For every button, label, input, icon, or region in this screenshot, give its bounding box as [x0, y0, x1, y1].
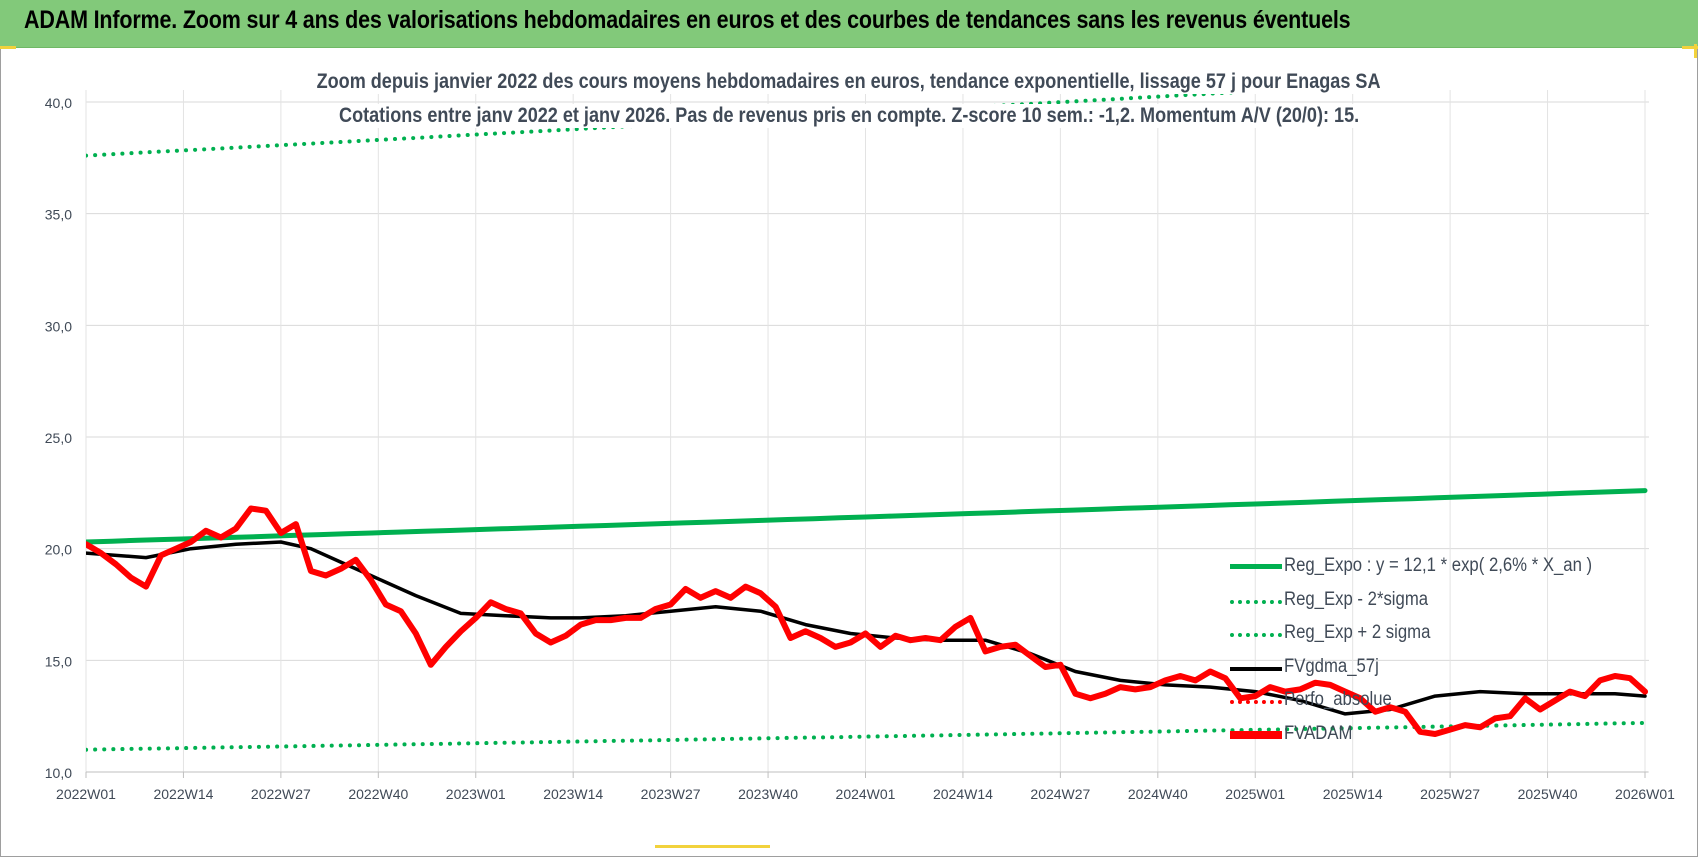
chart-subtitle-line-2: Cotations entre janv 2022 et janv 2026. … [0, 104, 1698, 128]
x-tick-label: 2023W27 [641, 786, 701, 802]
series-line-5 [86, 505, 1648, 737]
series-line-1 [86, 720, 1647, 752]
legend-item-reg-exp-plus: Reg_Exp + 2 sigma [1228, 619, 1668, 653]
x-tick-label: 2025W40 [1518, 786, 1578, 802]
x-tick-label: 2026W01 [1615, 786, 1675, 802]
report-header: ADAM Informe. Zoom sur 4 ans des valoris… [0, 0, 1698, 48]
legend-item-fvadam: FVADAM [1228, 720, 1668, 754]
corner-marker-right [1694, 44, 1697, 58]
x-tick-label: 2022W14 [153, 786, 213, 802]
chart-legend: Reg_Expo : y = 12,1 * exp( 2,6% * X_an )… [1228, 552, 1668, 753]
y-axis-ticks: 10,0 15,0 20,0 25,0 30,0 35,0 40,0 [45, 95, 72, 781]
y-tick-label: 25,0 [45, 430, 72, 446]
x-tick-label: 2024W01 [836, 786, 896, 802]
x-tick-label: 2022W01 [56, 786, 116, 802]
legend-swatch-reg-expo [1230, 564, 1282, 569]
x-tick-label: 2023W40 [738, 786, 798, 802]
legend-item-fvgdma: FVgdma_57j [1228, 653, 1668, 687]
legend-swatch-reg-exp-plus [1230, 633, 1282, 637]
legend-swatch-perfo-absolue [1230, 700, 1282, 704]
y-tick-label: 15,0 [45, 653, 72, 669]
y-tick-label: 10,0 [45, 765, 72, 781]
chart-subtitle-line-1: Zoom depuis janvier 2022 des cours moyen… [0, 70, 1698, 94]
legend-swatch-reg-exp-minus [1230, 599, 1282, 604]
legend-label-reg-expo: Reg_Expo : y = 12,1 * exp( 2,6% * X_an ) [1284, 555, 1593, 576]
x-tick-label: 2022W40 [348, 786, 408, 802]
legend-label-fvgdma: FVgdma_57j [1284, 655, 1379, 677]
legend-item-reg-exp-minus: Reg_Exp - 2*sigma [1228, 586, 1668, 620]
legend-label-perfo-absolue: Perfo_absolue [1284, 689, 1392, 710]
chart-subtitle-line-1-text: Zoom depuis janvier 2022 des cours moyen… [311, 70, 1387, 94]
x-tick-label: 2024W40 [1128, 786, 1188, 802]
corner-marker-tl [0, 46, 16, 49]
legend-item-reg-expo: Reg_Expo : y = 12,1 * exp( 2,6% * X_an ) [1228, 552, 1668, 586]
x-tick-label: 2023W01 [446, 786, 506, 802]
y-tick-label: 40,0 [45, 95, 72, 111]
corner-marker-bottom [655, 845, 770, 848]
legend-swatch-fvadam [1230, 730, 1282, 739]
y-tick-label: 30,0 [45, 318, 72, 334]
x-tick-label: 2022W27 [251, 786, 311, 802]
x-tick-label: 2024W14 [933, 786, 993, 802]
corner-marker-tr [1682, 46, 1698, 49]
x-tick-label: 2023W14 [543, 786, 603, 802]
x-tick-label: 2025W27 [1420, 786, 1480, 802]
y-tick-label: 35,0 [45, 207, 72, 223]
legend-label-fvadam: FVADAM [1284, 722, 1353, 744]
legend-label-reg-exp-plus: Reg_Exp + 2 sigma [1284, 622, 1431, 643]
x-tick-label: 2025W14 [1323, 786, 1383, 802]
x-axis-ticks: 2022W01 2022W14 2022W27 2022W40 2023W01 2023W… [56, 772, 1675, 802]
y-tick-label: 20,0 [45, 542, 72, 558]
x-tick-label: 2024W27 [1030, 786, 1090, 802]
legend-item-perfo-absolue: Perfo_absolue [1228, 686, 1668, 720]
series-line-0 [86, 488, 1648, 545]
x-tick-label: 2025W01 [1225, 786, 1285, 802]
legend-swatch-fvgdma [1230, 666, 1282, 671]
report-title: ADAM Informe. Zoom sur 4 ans des valoris… [24, 6, 1351, 34]
chart-subtitle-line-2-text: Cotations entre janv 2022 et janv 2026. … [333, 104, 1365, 128]
legend-label-reg-exp-minus: Reg_Exp - 2*sigma [1284, 588, 1429, 610]
